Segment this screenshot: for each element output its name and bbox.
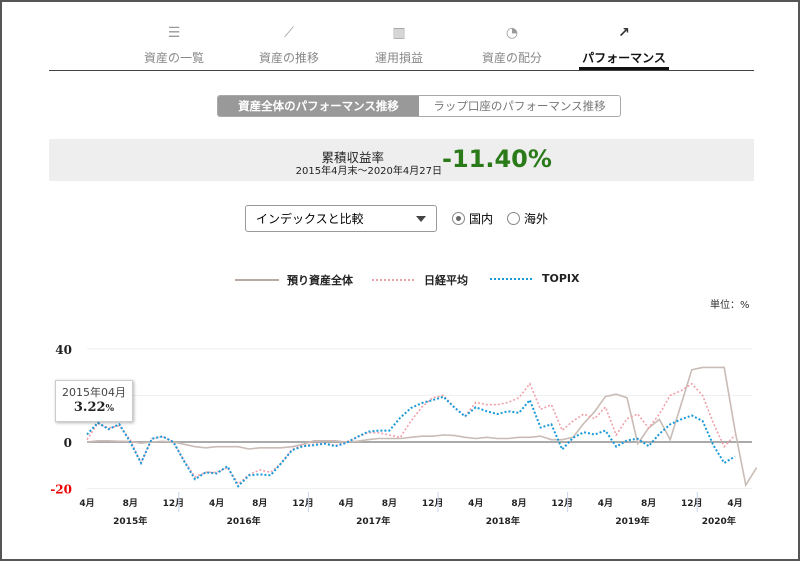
x-tick-label: 4月 xyxy=(79,498,94,509)
series-line-topix xyxy=(86,395,736,488)
pie-chart-icon: ◔ xyxy=(505,25,519,41)
tab-pnl[interactable]: ▥ 運用損益 xyxy=(354,22,444,66)
radio-unchecked-icon xyxy=(507,212,520,225)
cumulative-return-summary: 累積収益率 2015年4月末〜2020年4月27日 -11.40% xyxy=(49,139,754,181)
legend-label: TOPIX xyxy=(542,272,580,285)
performance-type-toggle: 資産全体のパフォーマンス推移 ラップ口座のパフォーマンス推移 xyxy=(217,95,621,117)
dropdown-value: インデックスと比較 xyxy=(256,212,364,226)
x-tick-label: 12月 xyxy=(681,498,703,509)
x-tick-label: 4月 xyxy=(598,498,613,509)
line-chart-icon: ⟋ xyxy=(284,25,294,41)
nav-tabs: ☰ 資産の一覧 ⟋ 資産の推移 ▥ 運用損益 ◔ 資産の配分 ↗ パフォーマンス xyxy=(49,22,754,71)
radio-checked-icon xyxy=(452,212,465,225)
list-icon: ☰ xyxy=(167,25,181,41)
y-tick-label: 0 xyxy=(64,436,72,450)
series-line-all-assets xyxy=(86,366,758,488)
chevron-down-icon xyxy=(416,216,426,222)
x-tick-label: 4月 xyxy=(209,498,224,509)
unit-label: 単位：% xyxy=(710,300,750,311)
tab-allocation[interactable]: ◔ 資産の配分 xyxy=(467,22,557,66)
radio-overseas[interactable]: 海外 xyxy=(507,210,548,227)
radio-overseas-label: 海外 xyxy=(524,212,549,226)
year-label: 2018年 xyxy=(486,515,520,527)
performance-icon: ↗ xyxy=(618,25,630,41)
tooltip-value-wrap: 3.22% xyxy=(56,400,132,415)
x-tick-label: 12月 xyxy=(422,498,444,509)
chart-tooltip: 2015年04月 3.22% xyxy=(55,380,133,422)
x-tick-label: 12月 xyxy=(551,498,573,509)
x-tick-label: 8月 xyxy=(252,498,267,509)
tooltip-unit: % xyxy=(105,404,115,414)
summary-value: -11.40% xyxy=(442,145,552,173)
x-tick-label: 4月 xyxy=(339,498,354,509)
radio-domestic-label: 国内 xyxy=(469,212,494,226)
x-tick-label: 12月 xyxy=(163,498,185,509)
tab-asset-list[interactable]: ☰ 資産の一覧 xyxy=(129,22,219,66)
x-tick-label: 8月 xyxy=(511,498,526,509)
legend-nikkei: 日経平均 xyxy=(372,272,468,288)
x-tick-label: 8月 xyxy=(123,498,138,509)
tab-performance[interactable]: ↗ パフォーマンス xyxy=(579,22,669,70)
year-label: 2015年 xyxy=(113,515,147,527)
x-tick-label: 4月 xyxy=(468,498,483,509)
legend-label: 日経平均 xyxy=(424,274,468,287)
performance-chart: 40 0 -20 4月 8月 12月 4月 8月 12月 4月 8月 12月 4月 8月 12月 4月 8月 12… xyxy=(50,343,758,527)
bar-chart-icon: ▥ xyxy=(392,25,406,41)
legend-all-assets: 預り資産全体 xyxy=(235,272,353,288)
radio-domestic[interactable]: 国内 xyxy=(452,210,493,227)
y-tick-label: -20 xyxy=(50,483,72,497)
x-tick-label: 8月 xyxy=(382,498,397,509)
toggle-wrap-account[interactable]: ラップ口座のパフォーマンス推移 xyxy=(433,99,606,113)
tooltip-date: 2015年04月 xyxy=(62,386,126,399)
year-label: 2020年 xyxy=(702,515,736,527)
tab-asset-trend[interactable]: ⟋ 資産の推移 xyxy=(244,22,334,66)
year-label: 2017年 xyxy=(356,515,390,527)
summary-period: 2015年4月末〜2020年4月27日 xyxy=(295,166,442,177)
series-line-nikkei xyxy=(86,382,736,486)
year-label: 2019年 xyxy=(615,515,649,527)
x-tick-label: 12月 xyxy=(292,498,314,509)
y-tick-label: 40 xyxy=(55,343,72,357)
toggle-all-assets[interactable]: 資産全体のパフォーマンス推移 xyxy=(218,96,419,116)
legend-label: 預り資産全体 xyxy=(287,274,353,287)
x-tick-label: 4月 xyxy=(727,498,742,509)
tooltip-value: 3.22 xyxy=(73,400,106,415)
compare-dropdown[interactable]: インデックスと比較 xyxy=(245,205,437,232)
legend-topix: TOPIX xyxy=(490,272,580,285)
x-tick-label: 8月 xyxy=(641,498,656,509)
year-label: 2016年 xyxy=(227,515,261,527)
summary-label: 累積収益率 xyxy=(321,150,384,165)
